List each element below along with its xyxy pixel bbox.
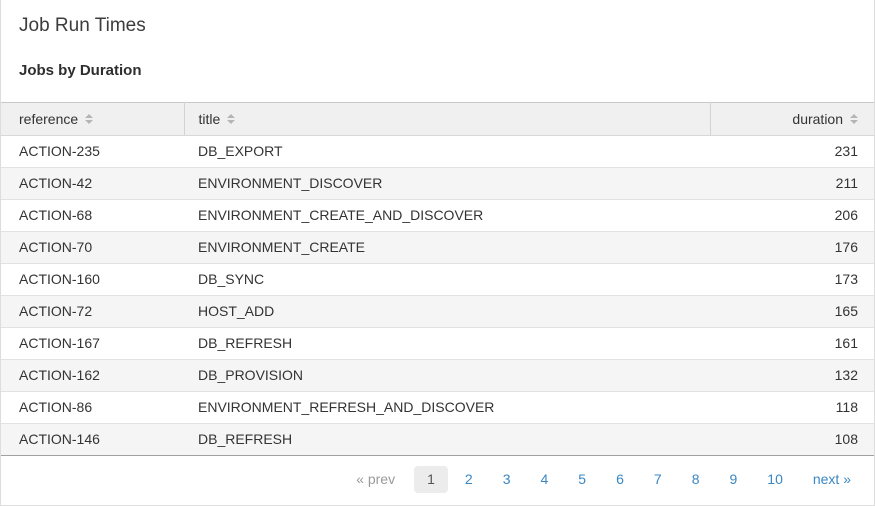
- pagination-page-8[interactable]: 8: [691, 470, 700, 487]
- column-header-duration[interactable]: duration: [709, 102, 874, 136]
- column-header-label: reference: [19, 110, 79, 127]
- title-cell: ENVIRONMENT_CREATE: [184, 230, 710, 264]
- table-row: ACTION-68 ENVIRONMENT_CREATE_AND_DISCOVER…: [1, 198, 874, 232]
- duration-cell: 108: [710, 422, 874, 456]
- pagination-pages: 1 2 3 4 5 6 7 8 9 10: [412, 465, 798, 493]
- table-row: ACTION-86 ENVIRONMENT_REFRESH_AND_DISCOVE…: [1, 390, 874, 424]
- duration-cell: 176: [710, 230, 874, 264]
- pagination-page-4[interactable]: 4: [540, 470, 549, 487]
- title-cell: HOST_ADD: [184, 294, 710, 328]
- table-row: ACTION-235 DB_EXPORT 231: [1, 135, 874, 167]
- column-header-reference[interactable]: reference: [1, 102, 184, 136]
- pagination-page-9[interactable]: 9: [729, 470, 738, 487]
- pagination-page-6[interactable]: 6: [616, 470, 624, 487]
- title-cell: DB_EXPORT: [198, 143, 283, 160]
- reference-cell: ACTION-167: [1, 326, 184, 360]
- duration-cell: 231: [834, 143, 858, 160]
- title-cell: DB_REFRESH: [184, 422, 710, 456]
- table-row: ACTION-42 ENVIRONMENT_DISCOVER 211: [1, 166, 874, 200]
- reference-cell: ACTION-72: [1, 294, 184, 328]
- sort-icon: [850, 113, 858, 124]
- reference-cell: ACTION-235: [19, 143, 100, 160]
- reference-cell: ACTION-42: [1, 166, 184, 200]
- pagination: « prev 1 2 3 4 5 6 7 8 9 10 next »: [1, 456, 874, 493]
- table-row: ACTION-160 DB_SYNC 173: [1, 262, 874, 296]
- reference-cell: ACTION-68: [1, 198, 184, 232]
- duration-cell: 161: [710, 326, 874, 360]
- jobs-table-body: ACTION-235 DB_EXPORT 231 ACTION-42 ENVIRONME…: [1, 135, 874, 456]
- table-row: ACTION-146 DB_REFRESH 108: [1, 422, 874, 456]
- pagination-prev[interactable]: « prev: [356, 470, 396, 487]
- section-title: Jobs by Duration: [19, 61, 142, 79]
- duration-cell: 118: [710, 390, 874, 424]
- reference-cell: ACTION-86: [1, 390, 184, 424]
- pagination-page-7[interactable]: 7: [653, 470, 662, 487]
- title-cell: ENVIRONMENT_CREATE_AND_DISCOVER: [184, 198, 710, 232]
- table-row: ACTION-162 DB_PROVISION 132: [1, 358, 874, 392]
- reference-cell: ACTION-146: [1, 422, 184, 456]
- table-row: ACTION-70 ENVIRONMENT_CREATE 176: [1, 230, 874, 264]
- pagination-page-1[interactable]: 1: [414, 465, 448, 493]
- reference-cell: ACTION-162: [1, 358, 184, 392]
- pagination-page-3[interactable]: 3: [502, 470, 511, 487]
- pagination-next[interactable]: next »: [812, 470, 851, 487]
- title-cell: ENVIRONMENT_DISCOVER: [184, 166, 710, 200]
- pagination-page-5[interactable]: 5: [578, 470, 587, 487]
- reference-cell: ACTION-70: [1, 230, 184, 264]
- table-row: ACTION-72 HOST_ADD 165: [1, 294, 874, 328]
- column-header-title[interactable]: title: [183, 102, 710, 136]
- jobs-table: reference title duration: [1, 101, 874, 456]
- title-cell: DB_SYNC: [184, 262, 710, 296]
- duration-cell: 165: [710, 294, 874, 328]
- duration-cell: 173: [710, 262, 874, 296]
- page-title: Job Run Times: [19, 15, 146, 36]
- table-row: ACTION-167 DB_REFRESH 161: [1, 326, 874, 360]
- title-cell: DB_PROVISION: [184, 358, 710, 392]
- title-cell: DB_REFRESH: [184, 326, 710, 360]
- duration-cell: 132: [710, 358, 874, 392]
- sort-icon: [227, 113, 236, 124]
- pagination-page-2[interactable]: 2: [464, 470, 473, 487]
- pagination-page-10[interactable]: 10: [767, 470, 783, 487]
- duration-cell: 206: [710, 198, 874, 232]
- reference-cell: ACTION-160: [1, 262, 184, 296]
- column-header-label: duration: [792, 110, 843, 127]
- sort-icon: [85, 113, 94, 124]
- duration-cell: 211: [710, 166, 874, 200]
- column-header-label: title: [198, 110, 221, 127]
- title-cell: ENVIRONMENT_REFRESH_AND_DISCOVER: [184, 390, 710, 424]
- table-header: reference title duration: [1, 102, 874, 136]
